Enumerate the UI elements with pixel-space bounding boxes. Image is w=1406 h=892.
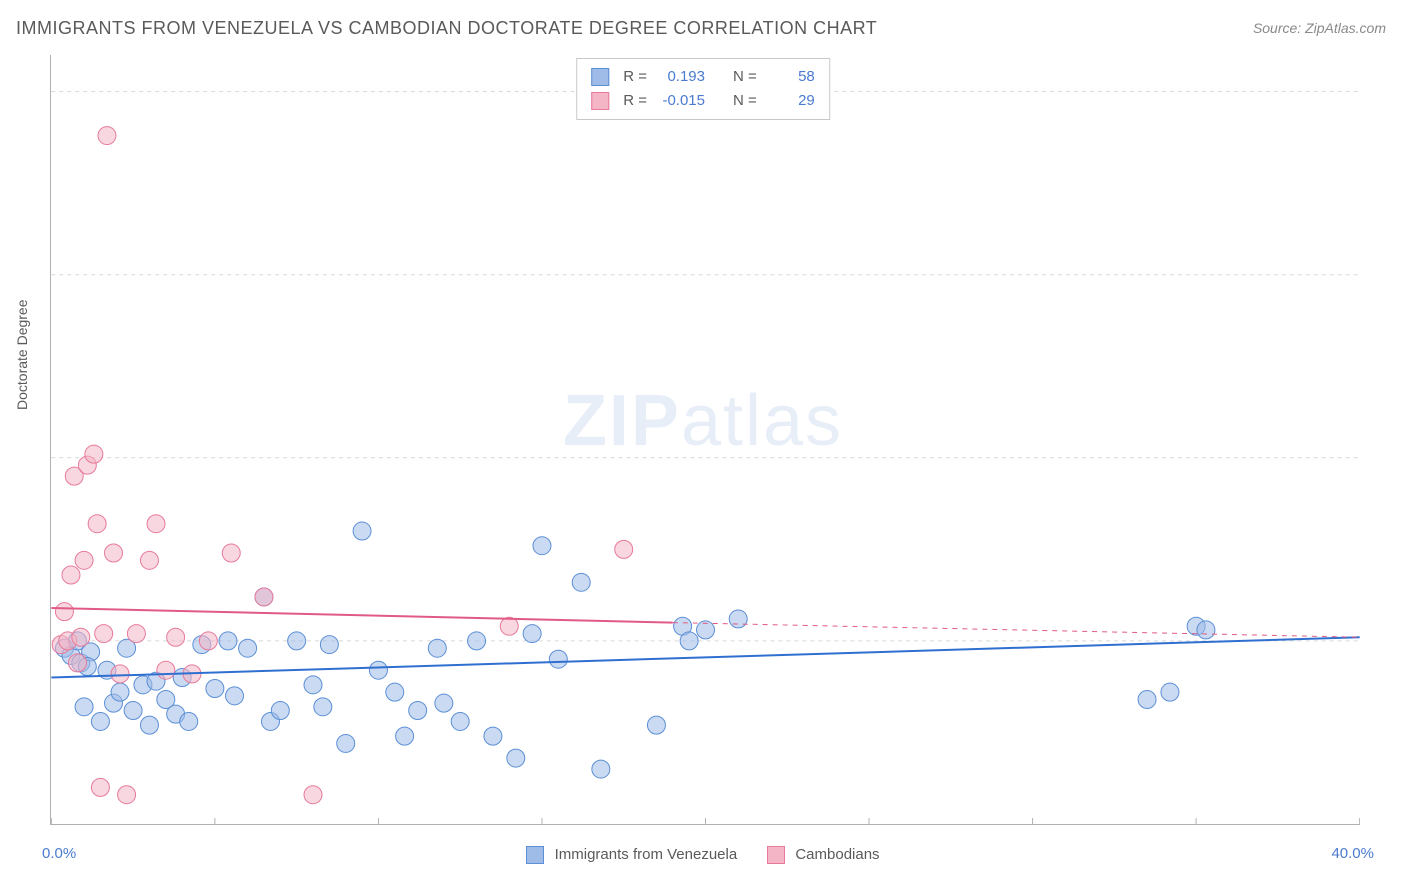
scatter-point <box>468 632 486 650</box>
legend-label-cambodians: Cambodians <box>795 846 879 863</box>
scatter-point <box>140 716 158 734</box>
scatter-point <box>91 712 109 730</box>
scatter-point <box>409 701 427 719</box>
n-label: N = <box>733 89 757 113</box>
series-legend: Immigrants from Venezuela Cambodians <box>0 846 1406 864</box>
correlation-stats-box: R = 0.193 N = 58 R = -0.015 N = 29 <box>576 58 830 120</box>
scatter-svg <box>51 55 1360 824</box>
scatter-point <box>206 680 224 698</box>
scatter-point <box>91 778 109 796</box>
r-label: R = <box>623 89 647 113</box>
scatter-point <box>549 650 567 668</box>
scatter-point <box>69 654 87 672</box>
scatter-point <box>500 617 518 635</box>
scatter-point <box>386 683 404 701</box>
scatter-point <box>180 712 198 730</box>
scatter-point <box>353 522 371 540</box>
scatter-point <box>72 628 90 646</box>
source-label: Source: <box>1253 20 1305 36</box>
scatter-point <box>451 712 469 730</box>
scatter-point <box>167 628 185 646</box>
stat-row-venezuela: R = 0.193 N = 58 <box>591 65 815 89</box>
r-value-cambodians: -0.015 <box>655 89 705 113</box>
scatter-point <box>219 632 237 650</box>
scatter-point <box>592 760 610 778</box>
scatter-point <box>396 727 414 745</box>
scatter-point <box>647 716 665 734</box>
n-value-venezuela: 58 <box>765 65 815 89</box>
scatter-point <box>615 540 633 558</box>
scatter-point <box>127 625 145 643</box>
trend-line-extension <box>673 623 1360 638</box>
scatter-point <box>140 551 158 569</box>
swatch-venezuela <box>591 68 609 86</box>
legend-label-venezuela: Immigrants from Venezuela <box>555 846 738 863</box>
scatter-point <box>507 749 525 767</box>
scatter-point <box>304 676 322 694</box>
n-value-cambodians: 29 <box>765 89 815 113</box>
scatter-point <box>147 515 165 533</box>
scatter-point <box>75 698 93 716</box>
y-axis-label: Doctorate Degree <box>14 299 30 410</box>
scatter-point <box>222 544 240 562</box>
scatter-point <box>523 625 541 643</box>
stat-row-cambodians: R = -0.015 N = 29 <box>591 89 815 113</box>
chart-plot-area <box>50 55 1360 825</box>
scatter-point <box>1138 691 1156 709</box>
scatter-point <box>95 625 113 643</box>
scatter-point <box>255 588 273 606</box>
scatter-point <box>428 639 446 657</box>
scatter-point <box>314 698 332 716</box>
scatter-point <box>337 734 355 752</box>
source-attribution: Source: ZipAtlas.com <box>1253 20 1386 36</box>
scatter-point <box>118 786 136 804</box>
legend-item-cambodians: Cambodians <box>767 846 879 864</box>
scatter-point <box>304 786 322 804</box>
trend-line <box>51 608 672 623</box>
source-name: ZipAtlas.com <box>1305 20 1386 36</box>
legend-swatch-cambodians <box>767 846 785 864</box>
legend-swatch-venezuela <box>526 846 544 864</box>
scatter-point <box>88 515 106 533</box>
scatter-point <box>533 537 551 555</box>
scatter-point <box>484 727 502 745</box>
scatter-point <box>111 665 129 683</box>
r-value-venezuela: 0.193 <box>655 65 705 89</box>
scatter-point <box>105 544 123 562</box>
r-label: R = <box>623 65 647 89</box>
scatter-point <box>111 683 129 701</box>
scatter-point <box>124 701 142 719</box>
n-label: N = <box>733 65 757 89</box>
scatter-point <box>680 632 698 650</box>
scatter-point <box>729 610 747 628</box>
scatter-point <box>288 632 306 650</box>
scatter-point <box>239 639 257 657</box>
scatter-point <box>1161 683 1179 701</box>
scatter-point <box>75 551 93 569</box>
scatter-point <box>199 632 217 650</box>
scatter-point <box>271 701 289 719</box>
scatter-point <box>1197 621 1215 639</box>
scatter-point <box>435 694 453 712</box>
scatter-point <box>62 566 80 584</box>
legend-item-venezuela: Immigrants from Venezuela <box>526 846 737 864</box>
scatter-point <box>157 661 175 679</box>
scatter-point <box>320 636 338 654</box>
scatter-point <box>55 603 73 621</box>
scatter-point <box>98 127 116 145</box>
scatter-point <box>369 661 387 679</box>
scatter-point <box>226 687 244 705</box>
scatter-point <box>572 573 590 591</box>
scatter-point <box>85 445 103 463</box>
chart-title: IMMIGRANTS FROM VENEZUELA VS CAMBODIAN D… <box>16 18 877 39</box>
swatch-cambodians <box>591 92 609 110</box>
